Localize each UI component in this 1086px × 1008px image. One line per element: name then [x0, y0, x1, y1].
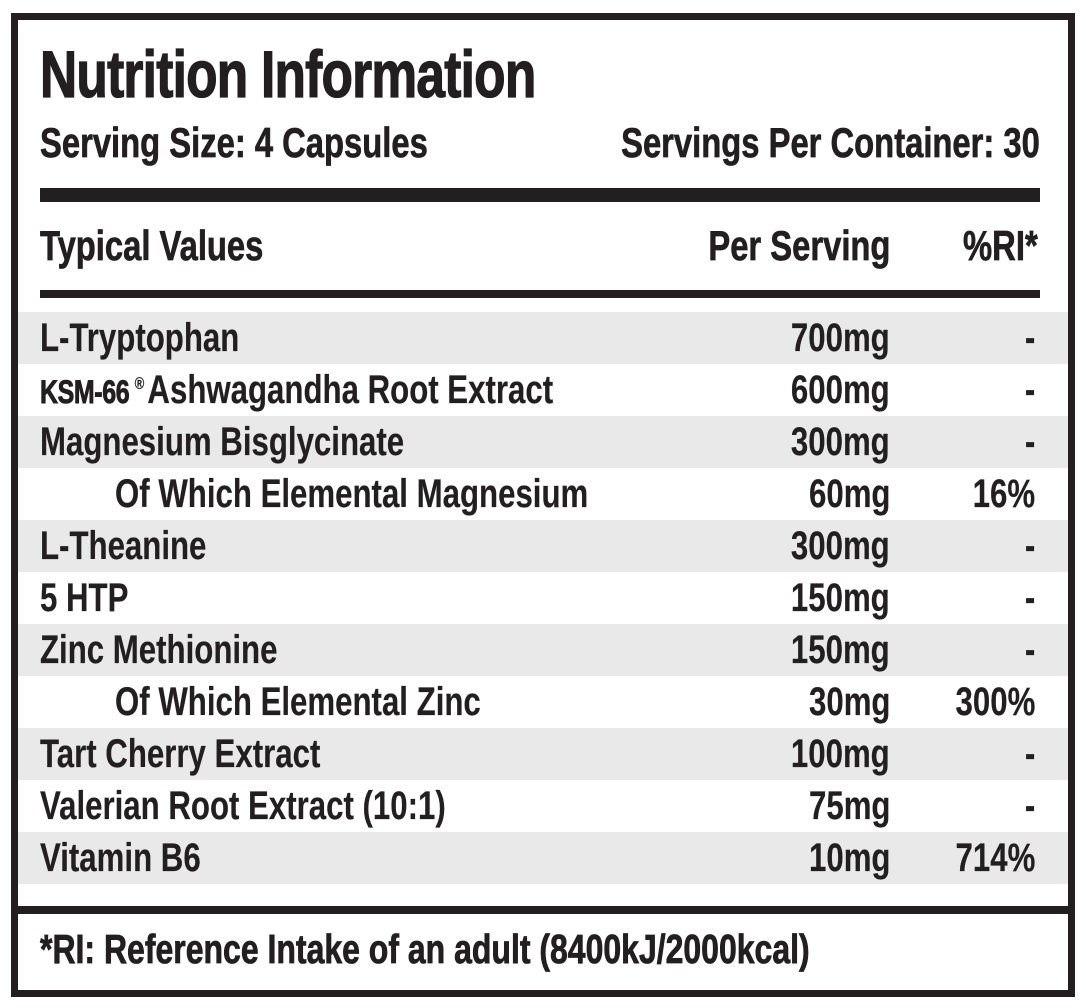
page-title-text: Nutrition Information — [39, 36, 536, 111]
amount-cell: 10mg — [808, 836, 890, 880]
table-row: Valerian Root Extract (10:1) 75mg - — [18, 780, 1068, 832]
ri-cell: - — [1024, 628, 1036, 672]
header-rule — [40, 290, 1040, 298]
amount-cell: 150mg — [791, 576, 890, 620]
amount-cell: 30mg — [808, 680, 890, 724]
amount-cell: 60mg — [808, 472, 890, 516]
ingredient-name: Vitamin B6 — [40, 836, 201, 880]
column-header-per-serving: Per Serving — [707, 222, 891, 270]
ingredient-name: Valerian Root Extract (10:1) — [40, 784, 446, 828]
ingredient-name: Magnesium Bisglycinate — [40, 420, 405, 464]
ingredient-table: L-Tryptophan 700mg - KSM-66 ®Ashwagandha … — [18, 312, 1068, 884]
table-row: Zinc Methionine 150mg - — [18, 624, 1068, 676]
nutrition-label: Nutrition Information Serving Size: 4 Ca… — [11, 13, 1075, 997]
serving-size: Serving Size: 4 Capsules — [40, 119, 428, 167]
footer-divider — [18, 906, 1068, 914]
amount-cell: 300mg — [791, 420, 890, 464]
serving-line: Serving Size: 4 Capsules Servings Per Co… — [18, 118, 1068, 168]
ri-cell: - — [1024, 368, 1036, 412]
brand-prefix: KSM-66 — [40, 374, 130, 411]
amount-cell: 700mg — [791, 316, 890, 360]
column-header-typical-values: Typical Values — [40, 222, 264, 270]
table-row: KSM-66 ®Ashwagandha Root Extract 600mg - — [18, 364, 1068, 416]
ri-cell: 714% — [955, 836, 1035, 880]
table-header: Typical Values Per Serving %RI* — [18, 202, 1068, 290]
ingredient-name: Zinc Methionine — [40, 628, 278, 672]
ingredient-name: L-Tryptophan — [40, 316, 240, 360]
ingredient-name: Of Which Elemental Zinc — [115, 680, 481, 724]
ri-cell: - — [1024, 420, 1036, 464]
ingredient-name: Tart Cherry Extract — [40, 732, 321, 776]
ri-cell: 16% — [972, 472, 1035, 516]
amount-cell: 300mg — [791, 524, 890, 568]
table-row: L-Tryptophan 700mg - — [18, 312, 1068, 364]
table-row: Vitamin B6 10mg 714% — [18, 832, 1068, 884]
top-rule — [40, 188, 1040, 202]
table-row: 5 HTP 150mg - — [18, 572, 1068, 624]
ingredient-name: 5 HTP — [40, 576, 129, 620]
amount-cell: 100mg — [791, 732, 890, 776]
amount-cell: 600mg — [791, 368, 890, 412]
ri-cell: 300% — [955, 680, 1035, 724]
amount-cell: 75mg — [808, 784, 890, 828]
ri-cell: - — [1024, 732, 1036, 776]
page-title: Nutrition Information — [39, 36, 1068, 112]
ingredient-name: KSM-66 ®Ashwagandha Root Extract — [40, 368, 554, 412]
ri-cell: - — [1024, 316, 1036, 360]
table-row: Of Which Elemental Zinc 30mg 300% — [18, 676, 1068, 728]
amount-cell: 150mg — [791, 628, 890, 672]
ri-cell: - — [1024, 524, 1036, 568]
ingredient-name: L-Theanine — [40, 524, 207, 568]
ri-cell: - — [1024, 784, 1036, 828]
servings-per-container: Servings Per Container: 30 — [621, 119, 1040, 167]
footnote: *RI: Reference Intake of an adult (8400k… — [40, 926, 810, 973]
ri-cell: - — [1024, 576, 1036, 620]
column-header-ri: %RI* — [963, 222, 1038, 270]
table-row: Tart Cherry Extract 100mg - — [18, 728, 1068, 780]
table-row: L-Theanine 300mg - — [18, 520, 1068, 572]
registered-trademark-mark: ® — [134, 373, 145, 393]
table-row: Of Which Elemental Magnesium 60mg 16% — [18, 468, 1068, 520]
ingredient-name: Of Which Elemental Magnesium — [115, 472, 589, 516]
table-row: Magnesium Bisglycinate 300mg - — [18, 416, 1068, 468]
